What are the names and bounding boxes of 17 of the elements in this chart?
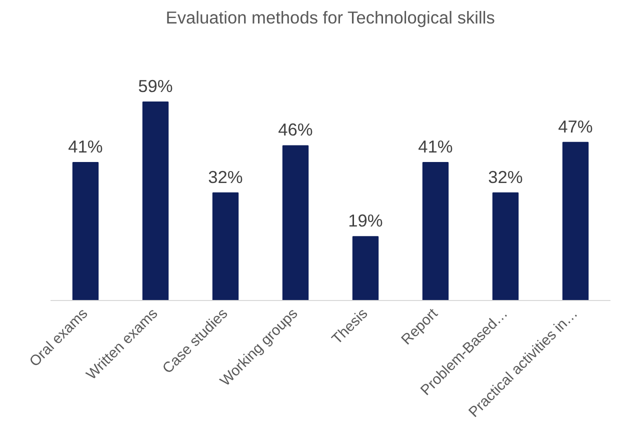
data-label: 47% bbox=[558, 116, 593, 136]
data-label: 59% bbox=[138, 76, 173, 96]
bar bbox=[492, 192, 519, 300]
data-label: 32% bbox=[208, 166, 243, 187]
bar bbox=[72, 162, 99, 300]
bar bbox=[282, 145, 309, 300]
data-label: 41% bbox=[68, 136, 103, 157]
data-label: 41% bbox=[418, 136, 453, 157]
bar bbox=[212, 192, 239, 300]
bar bbox=[562, 142, 589, 300]
chart-title: Evaluation methods for Technological skills bbox=[166, 8, 496, 28]
bar bbox=[422, 162, 449, 300]
data-label: 32% bbox=[488, 166, 523, 187]
bar bbox=[352, 236, 379, 300]
data-label: 19% bbox=[348, 210, 383, 231]
bar bbox=[142, 101, 169, 300]
data-label: 46% bbox=[278, 120, 313, 140]
